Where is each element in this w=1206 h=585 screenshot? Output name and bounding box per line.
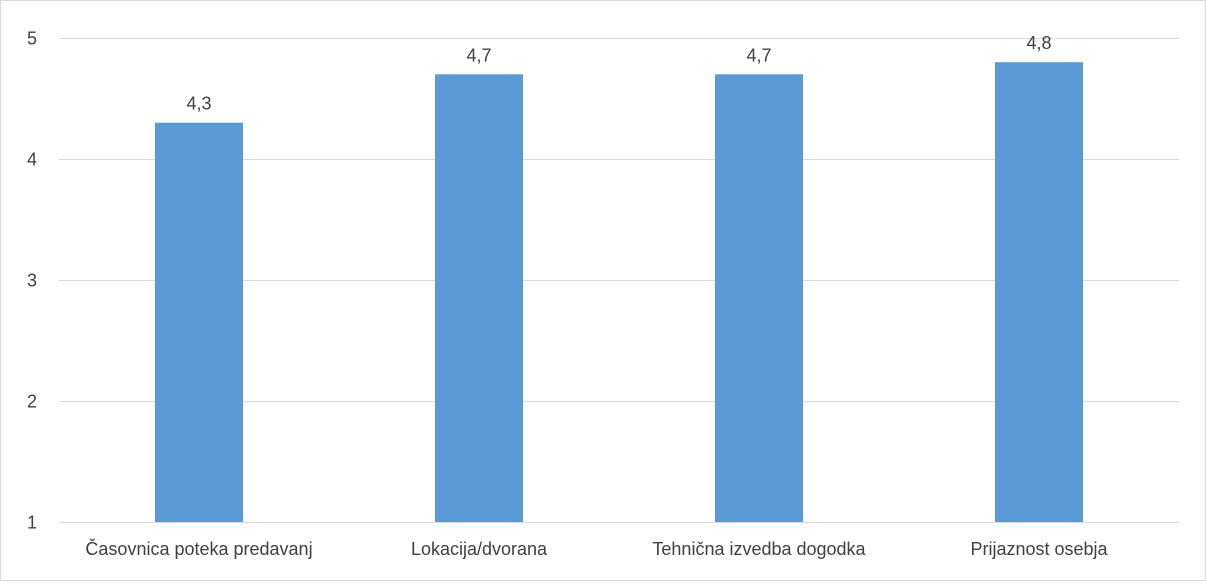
bars	[155, 62, 1083, 523]
x-tick-label: Lokacija/dvorana	[411, 539, 548, 559]
bar	[435, 74, 523, 523]
y-tick-label: 1	[27, 513, 37, 533]
x-tick-label: Časovnica poteka predavanj	[85, 538, 312, 559]
data-label: 4,7	[746, 45, 771, 65]
y-tick-label: 3	[27, 271, 37, 291]
data-label: 4,7	[466, 45, 491, 65]
bar	[995, 62, 1083, 522]
gridlines	[59, 38, 1179, 523]
y-tick-label: 5	[27, 29, 37, 49]
data-label: 4,3	[186, 94, 211, 114]
y-tick-label: 2	[27, 392, 37, 412]
x-tick-label: Prijaznost osebja	[970, 539, 1108, 559]
y-axis: 1 2 3 4 5	[27, 29, 37, 533]
bar	[155, 122, 243, 522]
x-tick-label: Tehnična izvedba dogodka	[652, 539, 866, 559]
y-tick-label: 4	[27, 150, 37, 170]
x-axis: Časovnica poteka predavanj Lokacija/dvora…	[85, 538, 1108, 559]
data-label: 4,8	[1026, 33, 1051, 53]
data-labels: 4,3 4,7 4,7 4,8	[186, 33, 1051, 114]
bar	[715, 74, 803, 523]
